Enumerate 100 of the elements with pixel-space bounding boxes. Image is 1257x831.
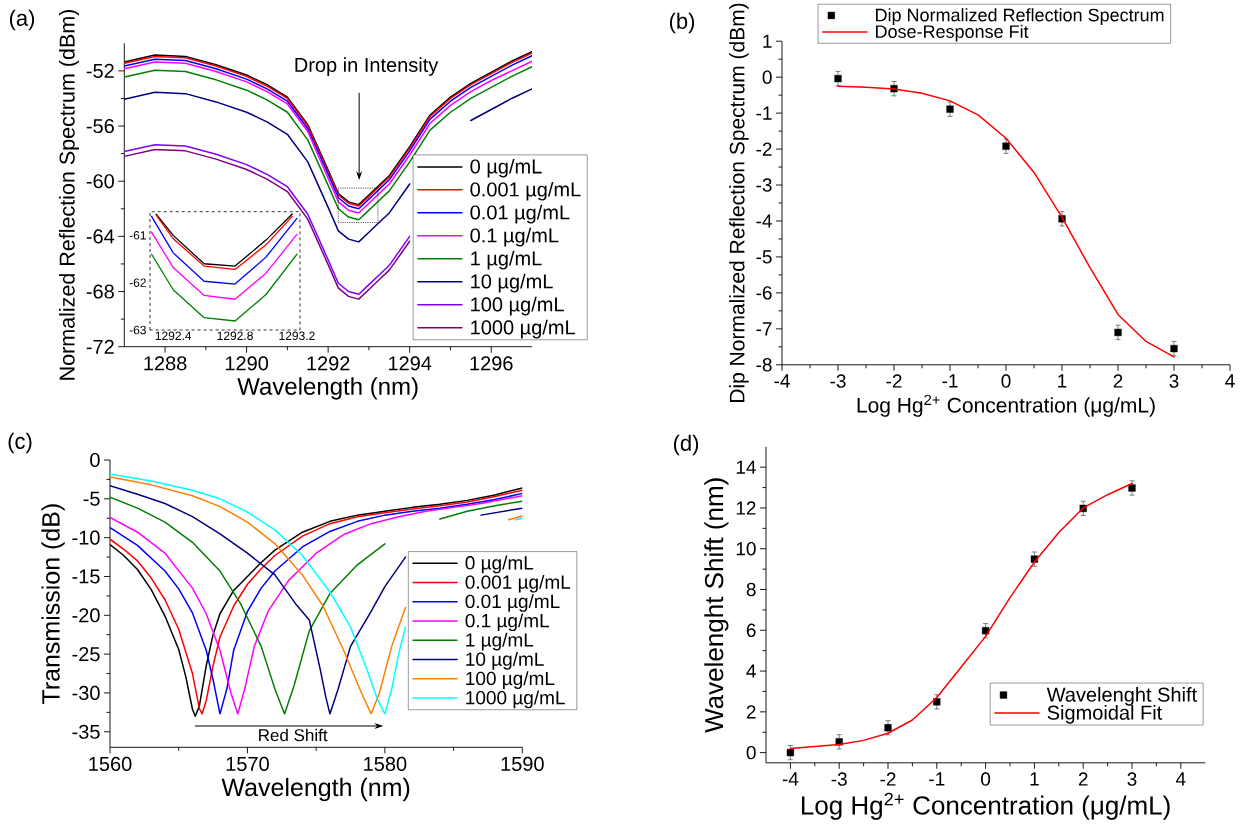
point [946, 105, 954, 113]
legend-label: 0.1 µg/mL [470, 227, 559, 247]
y-tick-label: 1 [763, 34, 772, 48]
y-axis-title: Dip Normalized Reflection Spectrum (dBm) [729, 3, 749, 403]
x-axis-title: Wavelength (nm) [237, 377, 418, 400]
y-tick-label: -6 [756, 286, 772, 300]
legend-label: 0 µg/mL [465, 555, 534, 574]
point [1170, 345, 1178, 353]
x-tick-label: 1296 [470, 356, 513, 371]
x-tick-label: 1570 [226, 756, 269, 771]
text: (a) [9, 9, 35, 31]
legend-label: Dose-Response Fit [876, 24, 1029, 42]
x-tick-label: 1580 [364, 756, 407, 771]
text: (c) [8, 432, 32, 454]
y-tick-label: -15 [72, 569, 100, 584]
text: (d) [673, 434, 699, 456]
x-tick-label: 1 [1030, 772, 1039, 786]
x-tick-label: 1590 [501, 756, 544, 771]
x-tick-label: 1 [1058, 374, 1067, 388]
x-tick-label: 2 [1113, 374, 1123, 388]
x-tick-label: 1290 [225, 356, 269, 371]
y-axis-title: Wavelenght Shift (nm) [704, 478, 729, 733]
x-tick-label: 1288 [144, 356, 187, 371]
line-series [150, 215, 298, 285]
legend-label: 0.1 µg/mL [465, 613, 550, 632]
y-tick-label: -62 [129, 278, 146, 287]
y-tick-label: -20 [72, 608, 100, 623]
legend-label: 0.001 µg/mL [465, 574, 571, 593]
line-series [837, 85, 1175, 358]
legend-label: 0.01 µg/mL [465, 594, 560, 612]
y-tick-label: -5 [83, 491, 100, 506]
point [1128, 484, 1136, 492]
y-tick-label: -4 [756, 214, 772, 228]
x-axis-title: Wavelength (nm) [221, 777, 410, 802]
y-axis-title: Transmission (dB) [41, 504, 65, 705]
y-tick-label: 4 [746, 664, 756, 678]
line-series [150, 253, 298, 322]
x-axis-title: Log Hg$^{2+}$ Concentration (μg/mL) [801, 792, 1170, 820]
y-tick-label: 0 [762, 70, 772, 84]
y-tick-label: -35 [72, 724, 100, 739]
legend-label: 100 µg/mL [471, 296, 564, 316]
y-tick-label: -68 [86, 284, 114, 299]
line-series [150, 231, 298, 300]
point [786, 749, 795, 757]
y-axis-title: Normalized Reflection Spectrum (dBm) [58, 9, 80, 380]
x-tick-label: -1 [929, 772, 945, 786]
y-tick-label: -56 [86, 118, 114, 134]
text: (b) [669, 12, 695, 34]
x-tick-label: 0 [1001, 374, 1011, 388]
annotation: Drop in Intensity [295, 57, 439, 76]
x-tick-label: 2 [1078, 772, 1088, 786]
x-tick-label: 1294 [388, 356, 432, 371]
y-tick-label: -10 [72, 530, 100, 545]
y-tick-label: 0 [90, 452, 100, 468]
x-tick-label: -2 [880, 772, 896, 786]
legend-label: 100 µg/mL [466, 671, 555, 689]
legend-label: 1 µg/mL [471, 250, 542, 270]
point [1114, 328, 1122, 337]
legend-label: 0 µg/mL [470, 158, 542, 178]
x-tick-label: 1292.8 [217, 331, 253, 341]
y-tick-label: -60 [86, 174, 114, 189]
x-tick-label: 1293.2 [279, 331, 315, 341]
y-tick-label: -7 [756, 322, 772, 336]
x-tick-label: 4 [1225, 374, 1235, 388]
y-tick-label: -61 [129, 231, 146, 240]
legend-label: 1000 µg/mL [466, 690, 565, 709]
y-tick-label: 10 [736, 542, 756, 556]
y-tick-label: 14 [736, 460, 756, 474]
x-tick-label: 0 [981, 772, 991, 786]
y-tick-label: 8 [746, 582, 756, 597]
x-tick-label: -2 [886, 374, 902, 388]
point [1002, 142, 1010, 150]
legend-label: 0.001 µg/mL [470, 181, 581, 201]
x-tick-label: -1 [942, 374, 958, 388]
y-tick-label: 0 [746, 745, 756, 760]
y-tick-label: -5 [756, 250, 772, 264]
x-tick-label: 3 [1127, 772, 1137, 786]
legend-label: 1 µg/mL [466, 632, 534, 651]
y-tick-label: 12 [736, 501, 756, 515]
y-tick-label: -1 [756, 106, 772, 120]
x-tick-label: 1560 [89, 756, 132, 771]
y-tick-label: -64 [86, 229, 115, 244]
x-axis-title: Log Hg$^{2+}$ Concentration (μg/mL) [857, 394, 1155, 417]
point [834, 75, 842, 83]
legend-label: Dip Normalized Reflection Spectrum [876, 8, 1164, 25]
point [884, 724, 892, 732]
x-tick-label: -4 [782, 772, 799, 786]
y-tick-label: -52 [86, 63, 114, 78]
y-tick-label: 6 [746, 623, 756, 638]
y-tick-label: -3 [756, 178, 772, 192]
y-tick-label: -63 [129, 325, 146, 335]
y-tick-label: -30 [72, 685, 100, 701]
y-tick-label: -8 [756, 358, 772, 372]
y-tick-label: -2 [756, 142, 772, 156]
annotation: Red Shift [259, 728, 328, 742]
x-tick-label: 1292 [307, 356, 350, 371]
x-tick-label: 4 [1175, 772, 1186, 786]
x-tick-label: -4 [774, 374, 790, 388]
legend-label: 10 µg/mL [466, 651, 544, 670]
x-tick-label: -3 [831, 772, 847, 786]
